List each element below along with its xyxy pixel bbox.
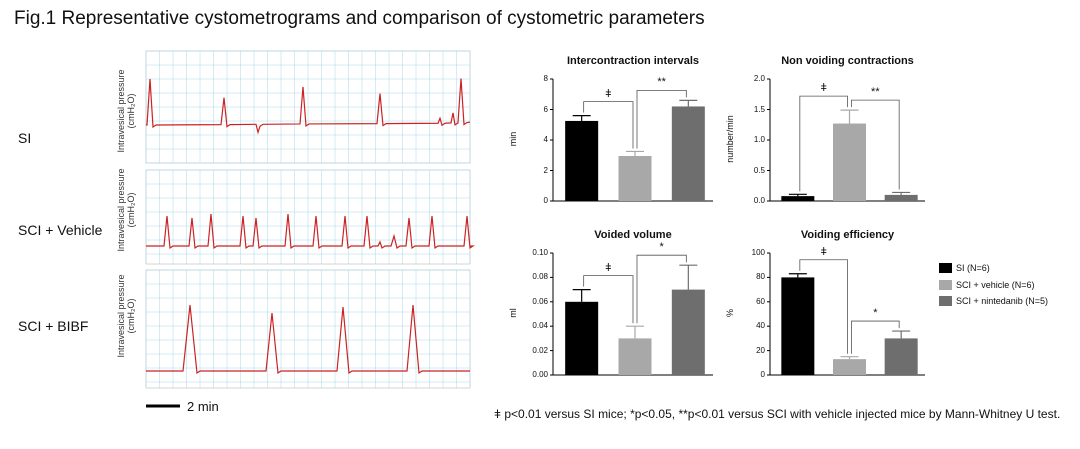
y-tick-label: 0.06 [532,296,548,306]
chart-3 [767,252,925,376]
trace-panel-2 [145,269,471,389]
y-tick-label: 0.00 [532,370,548,379]
significance-label: * [659,241,664,254]
legend-item-si: SI (N=6) [939,263,990,273]
chart-title: Voided volume [594,229,672,241]
bar [833,123,866,201]
significance-label: ** [657,76,666,89]
chart-1 [767,78,925,202]
y-tick-label: 0.0 [753,196,765,205]
significance-bracket [851,99,900,190]
bar [833,359,866,375]
legend-item-sci-vehicle: SCI + vehicle (N=6) [939,280,1035,290]
significance-label: ** [871,86,880,99]
y-tick-label: 2 [543,165,548,175]
significance-bracket [583,101,634,149]
significance-bracket [799,259,848,354]
y-tick-label: 40 [756,321,765,331]
legend-item-sci-nintedanib: SCI + nintedanib (N=5) [939,296,1048,306]
pressure-trace-line [146,78,471,135]
figure-title: Fig.1 Representative cystometrograms and… [14,8,705,29]
bar [565,120,599,201]
bar [671,289,705,375]
chart-ylabel: min [508,131,518,147]
chart-title: Voiding efficiency [800,229,895,241]
pressure-trace-line [146,213,475,250]
legend-swatch [939,296,952,306]
y-tick-label: 0.02 [532,345,548,355]
chart-2 [550,252,713,376]
chart-ylabel: number/min [725,115,735,163]
legend-label: SCI + vehicle (N=6) [956,280,1035,290]
trace-panel-1 [145,169,475,265]
trace-row-label-si: SI [18,130,32,146]
significance-bracket [636,89,687,149]
significance-bracket [583,275,634,324]
significance-label: ǂ [605,87,612,100]
scale-bar-label: 2 min [187,399,219,414]
y-tick-label: 20 [756,345,765,355]
bar [618,156,652,201]
bar [884,194,918,201]
bar [884,338,918,375]
chart-ylabel: ml [508,308,518,318]
y-tick-label: 100 [751,248,765,257]
bar [781,196,815,201]
pressure-trace-line [146,304,470,375]
y-tick-label: 1.0 [753,135,765,144]
chart-title: Intercontraction intervals [566,55,700,67]
bar [671,106,705,201]
significance-bracket [799,95,848,192]
legend-swatch [939,263,952,273]
trace-row-label-sci-vehicle: SCI + Vehicle [18,222,103,238]
y-tick-label: 1.5 [753,104,765,114]
significance-label: * [873,307,878,320]
y-tick-label: 0.08 [532,272,548,282]
bar [618,338,652,375]
legend-swatch [939,280,952,290]
legend-label: SI (N=6) [956,263,990,273]
y-tick-label: 0.04 [532,321,548,331]
chart-ylabel: % [725,309,735,318]
significance-bracket [636,254,687,324]
legend-label: SCI + nintedanib (N=5) [956,296,1049,306]
significance-label: ǂ [820,245,827,258]
y-tick-label: 8 [543,74,548,83]
significance-label: ǂ [605,261,612,274]
y-tick-label: 4 [543,135,548,144]
y-tick-label: 0 [543,196,548,205]
y-tick-label: 0.5 [753,165,765,175]
y-tick-label: 60 [756,296,765,306]
trace-panel-0 [145,50,471,164]
y-tick-label: 6 [543,104,548,114]
bar [781,277,815,375]
y-tick-label: 0.10 [532,248,548,257]
footnote: ǂ p<0.01 versus SI mice; *p<0.05, **p<0.… [494,407,1061,421]
significance-bracket [851,320,900,354]
y-tick-label: 80 [756,272,765,282]
y-tick-label: 0 [760,370,765,379]
chart-0 [550,78,713,202]
bar [565,301,599,375]
y-tick-label: 2.0 [753,74,765,83]
trace-row-label-sci-bibf: SCI + BIBF [18,318,89,334]
significance-label: ǂ [820,82,827,95]
chart-title: Non voiding contractions [781,55,914,67]
